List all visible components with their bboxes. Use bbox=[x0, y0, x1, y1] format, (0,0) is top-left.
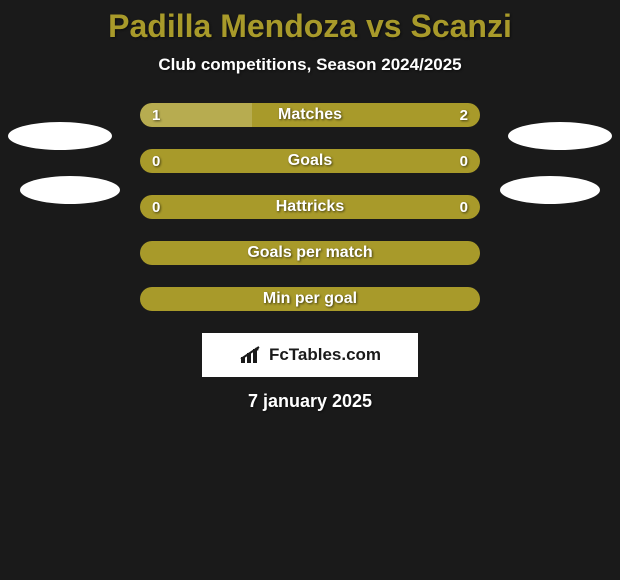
stat-bar: Hattricks0 0 bbox=[140, 195, 480, 219]
page-title: Padilla Mendoza vs Scanzi bbox=[0, 0, 620, 45]
stat-label: Min per goal bbox=[140, 290, 480, 308]
stat-row: Goals per match bbox=[140, 241, 480, 265]
stat-value-left: 0 bbox=[152, 199, 160, 216]
stat-label: Goals per match bbox=[140, 244, 480, 262]
stat-bar: Goals per match bbox=[140, 241, 480, 265]
stat-bar: Goals0 0 bbox=[140, 149, 480, 173]
page-subtitle: Club competitions, Season 2024/2025 bbox=[0, 55, 620, 75]
avatar-placeholder bbox=[8, 122, 112, 150]
stat-row: Matches1 2 bbox=[140, 103, 480, 127]
stat-bar: Matches1 2 bbox=[140, 103, 480, 127]
stat-value-right: 0 bbox=[460, 199, 468, 216]
stat-label: Matches bbox=[140, 106, 480, 124]
stat-value-right: 0 bbox=[460, 153, 468, 170]
stat-value-right: 2 bbox=[460, 107, 468, 124]
stat-label: Goals bbox=[140, 152, 480, 170]
logo-text: FcTables.com bbox=[269, 345, 381, 365]
logo-box: FcTables.com bbox=[202, 333, 418, 377]
stat-row: Hattricks0 0 bbox=[140, 195, 480, 219]
stat-bar: Min per goal bbox=[140, 287, 480, 311]
stat-value-left: 0 bbox=[152, 153, 160, 170]
logo-chart-icon bbox=[239, 345, 263, 365]
stat-row: Min per goal bbox=[140, 287, 480, 311]
stat-label: Hattricks bbox=[140, 198, 480, 216]
avatar-placeholder bbox=[508, 122, 612, 150]
avatar-placeholder bbox=[20, 176, 120, 204]
stat-row: Goals0 0 bbox=[140, 149, 480, 173]
avatar-placeholder bbox=[500, 176, 600, 204]
stat-value-left: 1 bbox=[152, 107, 160, 124]
footer-date: 7 january 2025 bbox=[0, 391, 620, 412]
